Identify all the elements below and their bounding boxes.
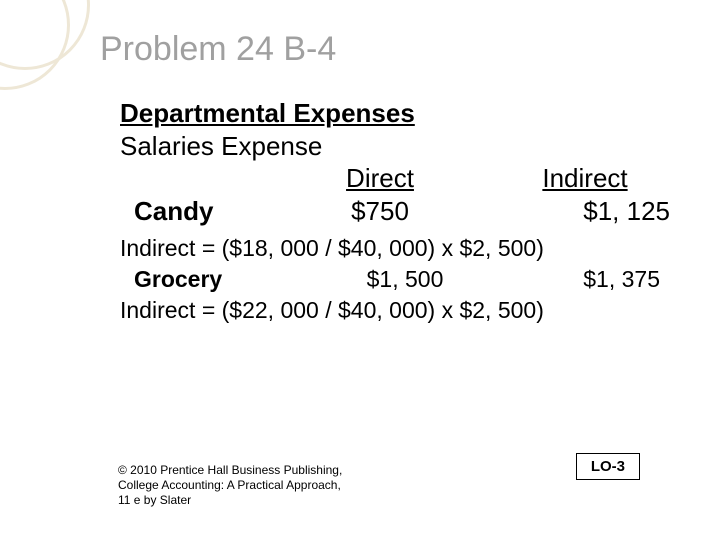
candy-label: Candy — [120, 195, 300, 228]
candy-formula: Indirect = ($18, 000 / $40, 000) x $2, 5… — [120, 233, 670, 264]
col-direct: Direct — [300, 162, 460, 195]
decorative-rings — [0, 0, 90, 90]
learning-objective-badge: LO-3 — [576, 453, 640, 480]
section-heading: Departmental Expenses — [120, 97, 670, 130]
formula-block: Indirect = ($18, 000 / $40, 000) x $2, 5… — [120, 233, 670, 326]
grocery-formula: Indirect = ($22, 000 / $40, 000) x $2, 5… — [120, 295, 670, 326]
slide-title: Problem 24 B-4 — [100, 30, 670, 69]
subheading: Salaries Expense — [120, 130, 670, 163]
grocery-row: Grocery $1, 500 $1, 375 — [120, 264, 670, 295]
slide-content: Problem 24 B-4 Departmental Expenses Sal… — [100, 30, 670, 326]
column-header-row: Direct Indirect — [120, 162, 670, 195]
grocery-direct: $1, 500 — [330, 264, 480, 295]
body-block: Departmental Expenses Salaries Expense D… — [120, 97, 670, 227]
candy-row: Candy $750 $1, 125 — [120, 195, 670, 228]
candy-indirect: $1, 125 — [500, 195, 670, 228]
col-indirect: Indirect — [500, 162, 670, 195]
candy-direct: $750 — [300, 195, 460, 228]
grocery-indirect: $1, 375 — [520, 264, 660, 295]
copyright: © 2010 Prentice Hall Business Publishing… — [118, 463, 348, 508]
grocery-label: Grocery — [120, 264, 330, 295]
